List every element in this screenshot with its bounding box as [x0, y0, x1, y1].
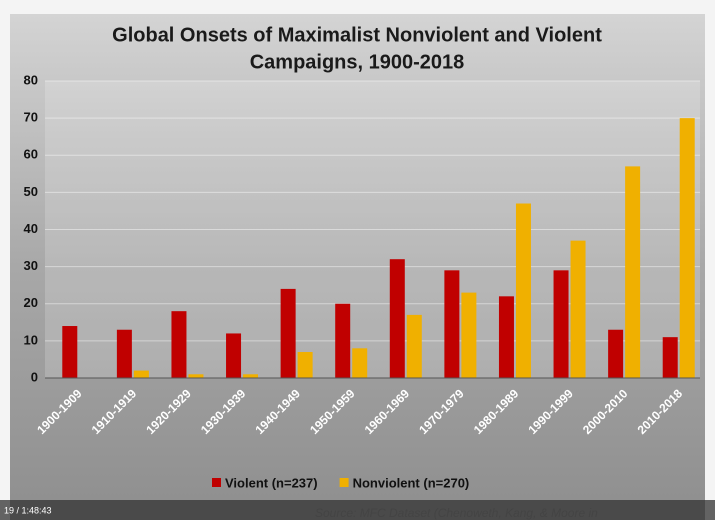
bar [498, 296, 514, 378]
bar [133, 370, 149, 378]
bar [297, 352, 313, 378]
plot-area [45, 81, 700, 378]
bar [662, 337, 678, 378]
bar [116, 329, 132, 378]
bar [679, 118, 695, 378]
bar [243, 374, 259, 378]
bar [444, 270, 460, 378]
bar [406, 314, 422, 378]
y-tick-label: 80 [24, 72, 38, 87]
bar [352, 348, 368, 378]
legend-label: Nonviolent (n=270) [353, 475, 470, 490]
legend-label: Violent (n=237) [225, 475, 318, 490]
bar [570, 240, 586, 378]
y-tick-label: 40 [24, 221, 38, 236]
bar [608, 329, 624, 378]
chart-title: Global Onsets of Maximalist Nonviolent a… [112, 24, 602, 46]
bar [226, 333, 242, 378]
bar [188, 374, 204, 378]
bar [62, 326, 78, 378]
y-tick-label: 70 [24, 110, 38, 125]
bar [515, 203, 531, 378]
bar [389, 259, 405, 378]
slide-background [10, 14, 705, 520]
source-note: Source: MFC Dataset (Chenoweth, Kang, & … [315, 506, 598, 520]
y-tick-label: 30 [24, 258, 38, 273]
y-tick-label: 50 [24, 184, 38, 199]
bar [461, 292, 477, 378]
chart-title: Campaigns, 1900-2018 [250, 51, 465, 73]
legend-swatch [339, 478, 349, 487]
bar [335, 303, 351, 378]
bar [280, 288, 296, 378]
bar [171, 311, 187, 378]
video-player-bar [0, 500, 715, 520]
legend-swatch [212, 478, 221, 487]
y-tick-label: 20 [24, 295, 38, 310]
y-tick-label: 0 [31, 369, 38, 384]
video-time[interactable]: 19 / 1:48:43 [4, 505, 52, 515]
bar [553, 270, 569, 378]
y-tick-label: 10 [24, 332, 38, 347]
bar [625, 166, 641, 378]
y-tick-label: 60 [24, 147, 38, 162]
